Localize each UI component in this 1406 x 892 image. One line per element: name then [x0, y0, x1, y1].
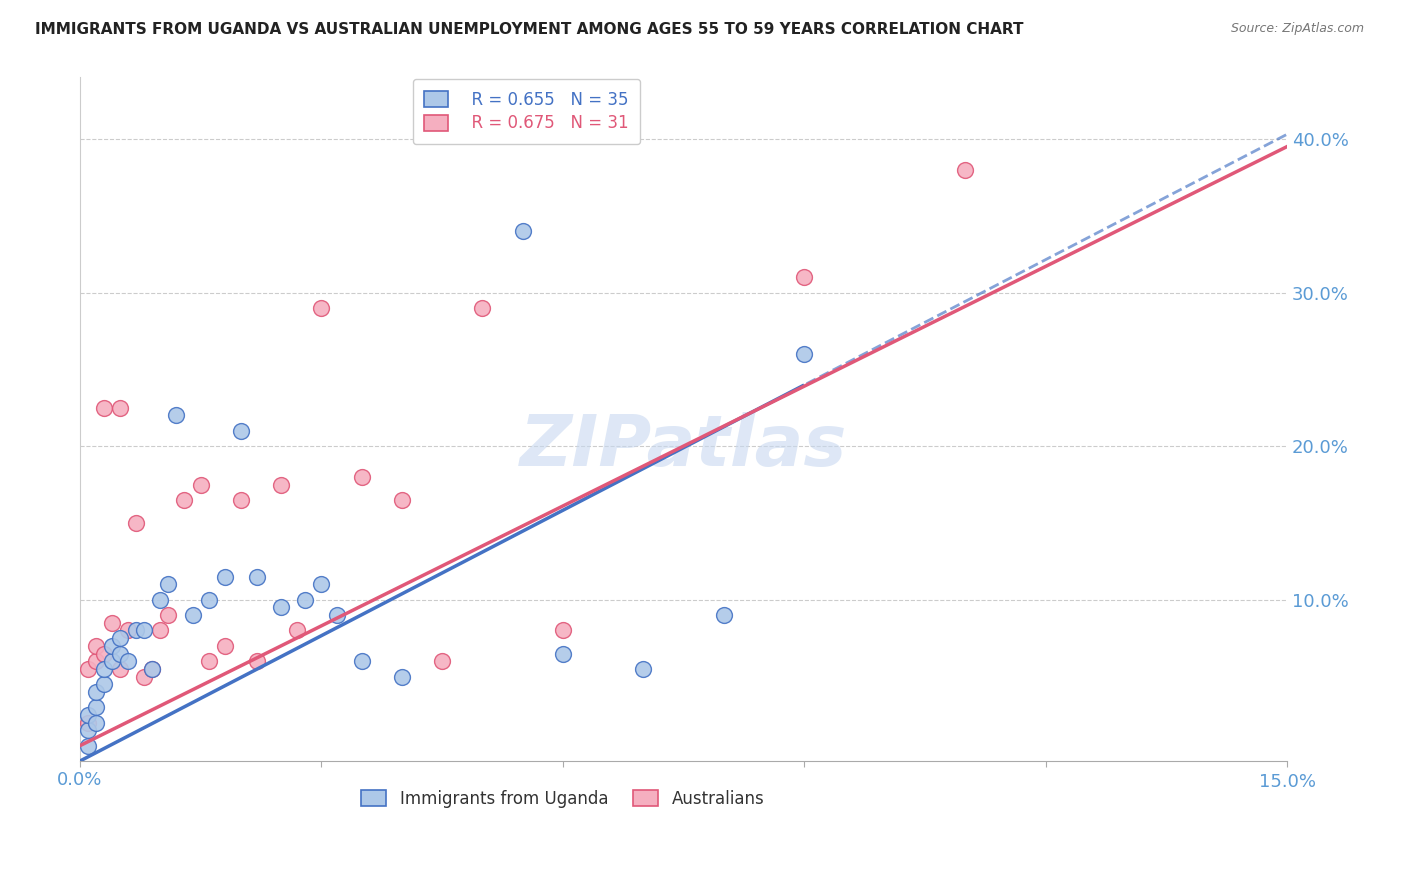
- Point: [430, 654, 453, 668]
- Point: [471, 301, 494, 315]
- Point: [84, 715, 107, 730]
- Point: [134, 670, 156, 684]
- Point: [108, 647, 131, 661]
- Point: [101, 615, 124, 630]
- Point: [108, 662, 131, 676]
- Point: [793, 270, 815, 285]
- Point: [391, 670, 413, 684]
- Text: ZIPatlas: ZIPatlas: [520, 412, 848, 481]
- Point: [246, 654, 269, 668]
- Point: [350, 654, 373, 668]
- Point: [270, 477, 292, 491]
- Point: [134, 624, 156, 638]
- Point: [311, 577, 333, 591]
- Point: [149, 592, 172, 607]
- Point: [84, 654, 107, 668]
- Point: [270, 600, 292, 615]
- Point: [391, 492, 413, 507]
- Point: [141, 662, 163, 676]
- Point: [285, 624, 308, 638]
- Point: [197, 654, 219, 668]
- Point: [713, 608, 735, 623]
- Point: [246, 570, 269, 584]
- Point: [117, 654, 139, 668]
- Point: [214, 570, 236, 584]
- Point: [214, 639, 236, 653]
- Point: [181, 608, 204, 623]
- Point: [125, 624, 148, 638]
- Point: [108, 631, 131, 645]
- Legend: Immigrants from Uganda, Australians: Immigrants from Uganda, Australians: [354, 783, 770, 814]
- Point: [953, 162, 976, 177]
- Point: [101, 654, 124, 668]
- Point: [93, 662, 115, 676]
- Point: [141, 662, 163, 676]
- Point: [101, 639, 124, 653]
- Point: [326, 608, 349, 623]
- Point: [165, 409, 187, 423]
- Point: [350, 470, 373, 484]
- Point: [77, 662, 100, 676]
- Point: [551, 624, 574, 638]
- Point: [117, 624, 139, 638]
- Point: [229, 424, 252, 438]
- Point: [157, 577, 180, 591]
- Point: [229, 492, 252, 507]
- Point: [93, 401, 115, 415]
- Point: [190, 477, 212, 491]
- Point: [197, 592, 219, 607]
- Point: [173, 492, 195, 507]
- Point: [149, 624, 172, 638]
- Point: [93, 677, 115, 691]
- Text: 15.0%: 15.0%: [1258, 773, 1316, 791]
- Point: [77, 739, 100, 753]
- Point: [84, 700, 107, 714]
- Point: [84, 639, 107, 653]
- Point: [77, 708, 100, 723]
- Text: IMMIGRANTS FROM UGANDA VS AUSTRALIAN UNEMPLOYMENT AMONG AGES 55 TO 59 YEARS CORR: IMMIGRANTS FROM UGANDA VS AUSTRALIAN UNE…: [35, 22, 1024, 37]
- Point: [77, 723, 100, 738]
- Point: [93, 647, 115, 661]
- Point: [157, 608, 180, 623]
- Point: [77, 715, 100, 730]
- Point: [551, 647, 574, 661]
- Point: [125, 516, 148, 530]
- Point: [631, 662, 654, 676]
- Point: [84, 685, 107, 699]
- Point: [294, 592, 316, 607]
- Point: [793, 347, 815, 361]
- Point: [311, 301, 333, 315]
- Text: Source: ZipAtlas.com: Source: ZipAtlas.com: [1230, 22, 1364, 36]
- Point: [108, 401, 131, 415]
- Point: [512, 224, 534, 238]
